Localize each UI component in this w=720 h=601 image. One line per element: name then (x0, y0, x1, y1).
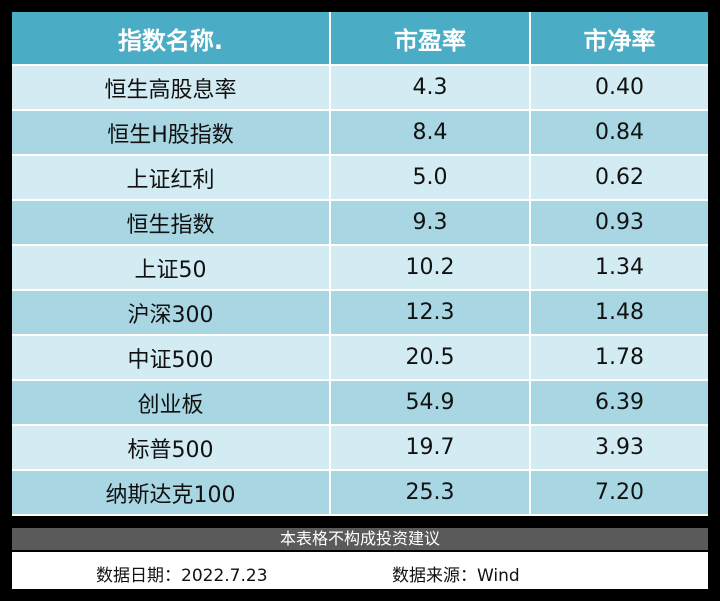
pe-cell: 19.7 (330, 425, 531, 471)
index-name-cell: 标普500 (12, 425, 331, 471)
index-name-cell: 上证红利 (12, 155, 331, 201)
pb-cell: 0.93 (530, 200, 708, 246)
table-row: 沪深300 12.3 1.48 (12, 290, 708, 336)
data-source: 数据来源：Wind (392, 566, 520, 586)
pb-cell: 1.34 (530, 245, 708, 291)
table-row: 上证50 10.2 1.34 (12, 245, 708, 291)
index-name-cell: 恒生H股指数 (12, 110, 331, 156)
pe-cell: 20.5 (330, 335, 531, 381)
table-row: 纳斯达克100 25.3 7.20 (12, 470, 708, 516)
table-row: 上证红利 5.0 0.62 (12, 155, 708, 201)
table-row: 恒生指数 9.3 0.93 (12, 200, 708, 246)
pb-cell: 0.84 (530, 110, 708, 156)
pe-cell: 8.4 (330, 110, 531, 156)
disclaimer-banner: 本表格不构成投资建议 (12, 528, 708, 550)
pb-cell: 1.48 (530, 290, 708, 336)
table-row: 标普500 19.7 3.93 (12, 425, 708, 471)
pe-cell: 25.3 (330, 470, 531, 516)
pe-cell: 9.3 (330, 200, 531, 246)
header-index-name: 指数名称. (12, 12, 331, 66)
table-header-row: 指数名称. 市盈率 市净率 (12, 12, 708, 66)
index-name-cell: 纳斯达克100 (12, 470, 331, 516)
pb-cell: 7.20 (530, 470, 708, 516)
pb-cell: 0.40 (530, 65, 708, 111)
index-name-cell: 创业板 (12, 380, 331, 426)
pb-cell: 0.62 (530, 155, 708, 201)
table-row: 创业板 54.9 6.39 (12, 380, 708, 426)
index-name-cell: 恒生指数 (12, 200, 331, 246)
pe-cell: 54.9 (330, 380, 531, 426)
pe-cell: 5.0 (330, 155, 531, 201)
data-source-footer: 数据日期：2022.7.23 数据来源：Wind (12, 552, 708, 589)
pe-cell: 12.3 (330, 290, 531, 336)
table-row: 中证500 20.5 1.78 (12, 335, 708, 381)
index-name-cell: 恒生高股息率 (12, 65, 331, 111)
pe-cell: 10.2 (330, 245, 531, 291)
pe-cell: 4.3 (330, 65, 531, 111)
header-pe-ratio: 市盈率 (330, 12, 531, 66)
pb-cell: 6.39 (530, 380, 708, 426)
index-name-cell: 中证500 (12, 335, 331, 381)
table-row: 恒生高股息率 4.3 0.40 (12, 65, 708, 111)
header-pb-ratio: 市净率 (530, 12, 708, 66)
data-date: 数据日期：2022.7.23 (96, 566, 268, 586)
pb-cell: 3.93 (530, 425, 708, 471)
pb-cell: 1.78 (530, 335, 708, 381)
index-name-cell: 沪深300 (12, 290, 331, 336)
index-name-cell: 上证50 (12, 245, 331, 291)
table-row: 恒生H股指数 8.4 0.84 (12, 110, 708, 156)
valuation-table-card: 指数名称. 市盈率 市净率 恒生高股息率 4.3 0.40 恒生H股指数 8.4… (12, 12, 708, 589)
valuation-table: 指数名称. 市盈率 市净率 恒生高股息率 4.3 0.40 恒生H股指数 8.4… (12, 12, 708, 516)
